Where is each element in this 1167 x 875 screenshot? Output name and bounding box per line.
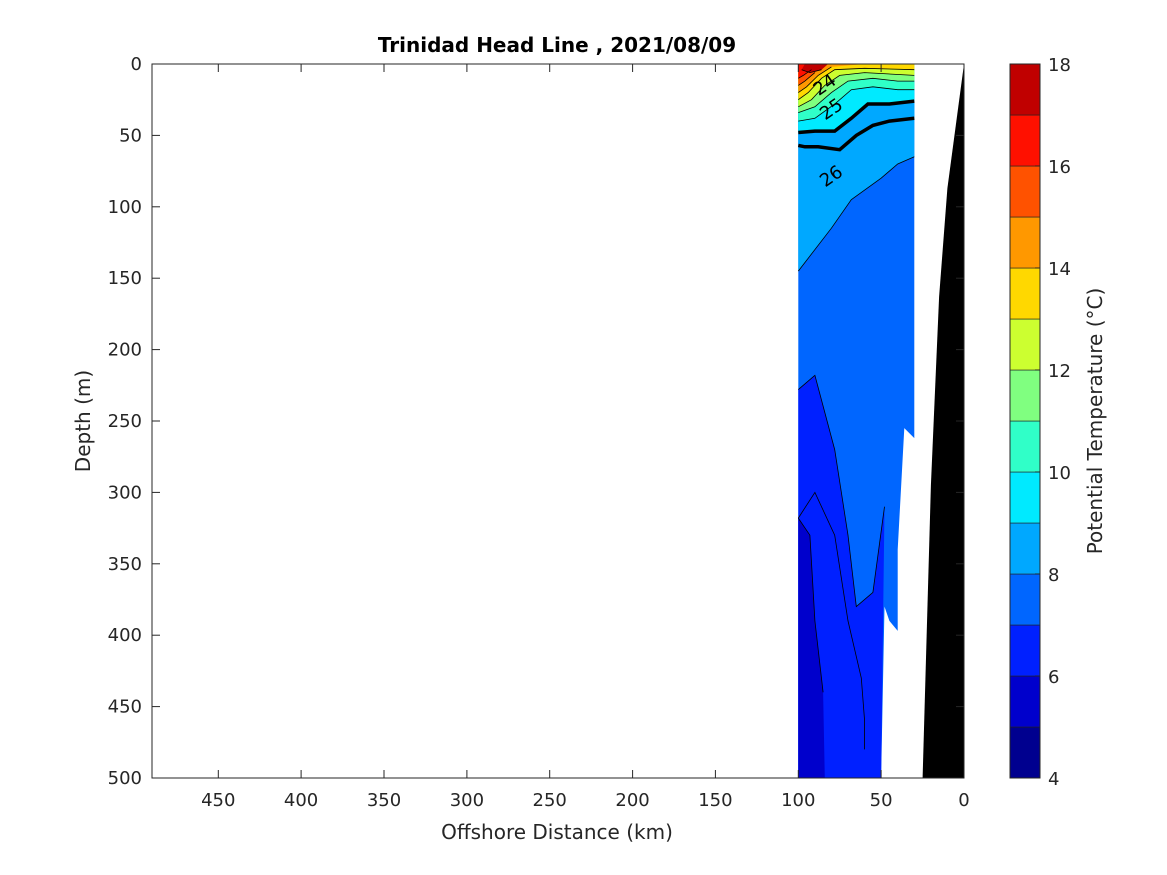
colorbar-swatch-2 bbox=[1009, 624, 1041, 677]
colorbar-label: Potential Temperature (°C) bbox=[1083, 288, 1107, 555]
colorbar-tick-label-1: 6 bbox=[1048, 667, 1059, 688]
colorbar-swatch-11 bbox=[1009, 165, 1041, 218]
colorbar-frame bbox=[1009, 63, 1041, 779]
contour-lines bbox=[797, 66, 915, 750]
y-axis-label: Depth (m) bbox=[71, 370, 95, 472]
contour-line-5 bbox=[797, 116, 915, 152]
contour-line-10 bbox=[798, 67, 915, 101]
colorbar-swatch-4 bbox=[1009, 522, 1041, 575]
x-tick-label-5: 200 bbox=[615, 790, 649, 811]
x-tick-label-2: 350 bbox=[367, 790, 401, 811]
land-mask bbox=[922, 64, 964, 778]
temperature-region-14 bbox=[801, 64, 829, 73]
y-tick-label-6: 300 bbox=[108, 482, 142, 503]
y-tick-label-1: 50 bbox=[119, 125, 142, 146]
y-tick-label-3: 150 bbox=[108, 268, 142, 289]
colorbar-swatch-7 bbox=[1009, 369, 1041, 422]
y-tick-label-4: 200 bbox=[108, 340, 142, 361]
temperature-region-3 bbox=[798, 518, 825, 778]
colorbar-tick-label-0: 4 bbox=[1048, 769, 1059, 790]
contour-line-13 bbox=[798, 69, 812, 79]
contour-line-2 bbox=[797, 491, 865, 750]
colorbar-tick-label-5: 14 bbox=[1048, 259, 1071, 280]
x-axis-label: Offshore Distance (km) bbox=[441, 820, 673, 844]
x-tick-label-4: 250 bbox=[533, 790, 567, 811]
colorbar-swatch-6 bbox=[1009, 420, 1041, 473]
colorbar-tick-label-3: 10 bbox=[1048, 463, 1071, 484]
y-tick-label-5: 250 bbox=[108, 411, 142, 432]
colorbar-swatch-0 bbox=[1009, 726, 1041, 779]
colorbar-swatches bbox=[1009, 63, 1041, 779]
contour-line-8 bbox=[798, 77, 915, 113]
x-tick-label-7: 100 bbox=[781, 790, 815, 811]
x-tick-label-8: 50 bbox=[870, 790, 893, 811]
y-tick-label-10: 500 bbox=[108, 768, 142, 789]
contour-line-7 bbox=[798, 86, 915, 122]
contour-line-14 bbox=[801, 69, 822, 74]
x-tick-label-9: 0 bbox=[958, 790, 969, 811]
colorbar: 4 6 8 10 12 14 16 18 bbox=[1009, 55, 1071, 790]
x-tick-label-6: 150 bbox=[698, 790, 732, 811]
y-axis: 0 50 100 150 200 250 300 350 400 450 500 bbox=[108, 54, 964, 789]
colorbar-swatch-9 bbox=[1009, 267, 1041, 320]
chart-title: Trinidad Head Line , 2021/08/09 bbox=[378, 33, 736, 57]
contour-line-3 bbox=[797, 517, 824, 693]
contour-line-11 bbox=[798, 66, 832, 93]
seafloor bbox=[922, 64, 964, 778]
contour-line-9 bbox=[798, 72, 915, 108]
y-tick-label-7: 350 bbox=[108, 554, 142, 575]
colorbar-swatch-13 bbox=[1009, 63, 1041, 116]
y-tick-label-0: 0 bbox=[131, 54, 142, 75]
y-tick-label-2: 100 bbox=[108, 197, 142, 218]
contour-line-6 bbox=[798, 99, 915, 135]
x-tick-label-3: 300 bbox=[450, 790, 484, 811]
contour-line-1 bbox=[798, 374, 885, 608]
colorbar-swatch-12 bbox=[1009, 114, 1041, 167]
temperature-fills bbox=[798, 64, 915, 778]
x-tick-label-1: 400 bbox=[284, 790, 318, 811]
y-tick-label-8: 400 bbox=[108, 625, 142, 646]
colorbar-tick-label-2: 8 bbox=[1048, 565, 1059, 586]
colorbar-tick-label-7: 18 bbox=[1048, 55, 1071, 76]
colorbar-swatch-3 bbox=[1009, 573, 1041, 626]
x-tick-label-0: 450 bbox=[201, 790, 235, 811]
colorbar-swatch-1 bbox=[1009, 675, 1041, 728]
colorbar-swatch-10 bbox=[1009, 216, 1041, 269]
y-tick-label-9: 450 bbox=[108, 697, 142, 718]
colorbar-swatch-5 bbox=[1009, 471, 1041, 524]
colorbar-tick-label-4: 12 bbox=[1048, 361, 1071, 382]
colorbar-tick-label-6: 16 bbox=[1048, 157, 1071, 178]
x-axis: 450 400 350 300 250 200 150 100 50 0 bbox=[201, 64, 970, 811]
contour-line-12 bbox=[798, 72, 816, 86]
colorbar-swatch-8 bbox=[1009, 318, 1041, 371]
colorbar-ticks: 4 6 8 10 12 14 16 18 bbox=[1035, 55, 1071, 790]
temperature-region-10 bbox=[798, 64, 915, 100]
contour-line-4 bbox=[797, 156, 915, 272]
